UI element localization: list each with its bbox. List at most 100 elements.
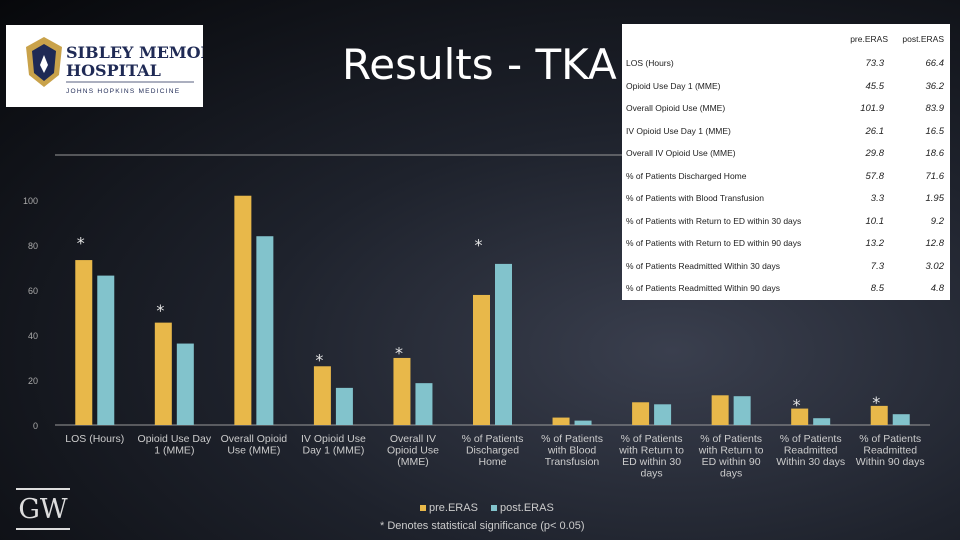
stats-row-post: 71.6	[925, 170, 945, 182]
x-tick-label: LOS (Hours)	[65, 433, 124, 445]
stats-row-label: IV Opioid Use Day 1 (MME)	[626, 125, 731, 136]
x-tick-label: % of Patients Readmitted Within 90 days	[856, 433, 925, 468]
stats-row-label: LOS (Hours)	[626, 58, 674, 68]
bar-post	[176, 343, 194, 425]
significance-star: *	[315, 350, 323, 369]
legend-item-pre: pre.ERAS	[420, 502, 478, 514]
x-tick-label: % of Patients with Return to ED within 30 d…	[618, 433, 684, 480]
stats-row: % of Patients with Blood Transfusion 3.3 1…	[622, 189, 950, 209]
stats-row-pre: 7.3	[870, 260, 884, 272]
bar-pre	[75, 260, 93, 425]
y-tick-label: 20	[28, 376, 38, 386]
legend-item-post: post.ERAS	[490, 502, 554, 514]
x-tick-label: % of Patients Readmitted Within 30 days	[776, 433, 845, 468]
significance-star: *	[475, 236, 483, 255]
bar-post	[97, 275, 115, 425]
bar-post	[813, 418, 831, 425]
bar-post	[892, 414, 910, 425]
stats-row-pre: 8.5	[870, 283, 884, 294]
stats-row-label: % of Patients with Blood Transfusion	[626, 193, 764, 203]
bar-pre	[791, 408, 809, 425]
stats-row-label: % of Patients with Return to ED within 3…	[626, 215, 802, 226]
y-tick-label: 100	[23, 196, 38, 206]
significance-note: * Denotes statistical significance (p< 0…	[380, 520, 585, 532]
bar-pre	[552, 417, 570, 425]
stats-row: % of Patients Discharged Home 57.8 71.6	[622, 167, 950, 187]
x-tick-label: % of Patients with Blood Transfusion	[541, 433, 603, 468]
x-tick-label: Overall Opioid Use (MME)	[221, 433, 288, 457]
y-tick-label: 60	[28, 286, 38, 296]
bar-pre	[313, 366, 331, 425]
stats-row-post: 16.5	[925, 125, 945, 137]
stats-table: pre.ERAS post.ERAS LOS (Hours) 73.3 66.4 Op…	[622, 24, 950, 300]
logo-line3: JOHNS HOPKINS MEDICINE	[66, 88, 180, 95]
stats-row-post: 12.8	[925, 238, 945, 249]
stats-row: % of Patients Readmitted Within 90 days 8…	[622, 279, 950, 299]
stats-row-label: Overall IV Opioid Use (MME)	[626, 148, 736, 158]
y-tick-label: 0	[33, 421, 38, 431]
stats-row-label: % of Patients Discharged Home	[626, 170, 747, 181]
bar-post	[733, 396, 751, 425]
stats-row-label: Opioid Use Day 1 (MME)	[626, 80, 721, 91]
slide-title: Results - TKA	[342, 40, 617, 89]
stats-row-post: 66.4	[925, 58, 945, 69]
stats-row-pre: 13.2	[865, 238, 885, 249]
stats-row-label: Overall Opioid Use (MME)	[626, 103, 726, 113]
bar-pre	[154, 322, 172, 425]
stats-row-label: % of Patients Readmitted Within 30 days	[626, 260, 781, 271]
stats-row: % of Patients with Return to ED within 3…	[622, 212, 950, 232]
stats-row-post: 3.02	[925, 260, 945, 272]
x-tick-label: Overall IV Opioid Use (MME)	[387, 433, 439, 468]
bar-post	[256, 236, 274, 425]
significance-star: *	[872, 393, 880, 412]
bar-post	[335, 387, 353, 425]
stats-row-pre: 73.3	[865, 58, 885, 69]
bar-pre	[711, 395, 729, 425]
stats-row-post: 4.8	[930, 283, 944, 294]
stats-row: % of Patients with Return to ED within 9…	[622, 234, 950, 254]
y-tick-label: 80	[28, 241, 38, 251]
bar-pre	[393, 357, 411, 425]
y-tick-label: 40	[28, 331, 38, 341]
significance-star: *	[793, 395, 801, 414]
bar-post	[574, 420, 592, 425]
stats-row-post: 9.2	[930, 215, 944, 227]
significance-star: *	[77, 233, 85, 252]
gw-logo: GW	[16, 488, 70, 532]
stats-row: Overall Opioid Use (MME) 101.9 83.9	[622, 99, 950, 119]
bar-pre	[632, 402, 650, 425]
logo-line1: SIBLEY MEMORIAL	[66, 43, 203, 62]
stats-row-pre: 10.1	[865, 215, 885, 227]
significance-star: *	[395, 344, 403, 363]
stats-row: Opioid Use Day 1 (MME) 45.5 36.2	[622, 77, 950, 97]
stats-row: Overall IV Opioid Use (MME) 29.8 18.6	[622, 144, 950, 164]
sibley-logo: SIBLEY MEMORIAL HOSPITAL JOHNS HOPKINS M…	[6, 25, 245, 107]
legend-label-pre: pre.ERAS	[429, 502, 478, 514]
stats-row-label: % of Patients with Return to ED within 9…	[626, 238, 802, 248]
shield-icon	[26, 37, 62, 87]
stats-row-post: 36.2	[925, 80, 945, 92]
x-tick-label: IV Opioid Use Day 1 (MME)	[301, 433, 366, 457]
significance-star: *	[156, 301, 164, 320]
stats-row-pre: 3.3	[870, 193, 884, 204]
stats-row-label: % of Patients Readmitted Within 90 days	[626, 283, 781, 293]
stats-row: IV Opioid Use Day 1 (MME) 26.1 16.5	[622, 122, 950, 142]
bar-pre	[473, 294, 490, 425]
bar-post	[654, 404, 672, 425]
bar-pre	[234, 195, 252, 425]
stats-header-pre: pre.ERAS	[850, 34, 888, 44]
chart-legend: pre.ERAS post.ERAS	[420, 502, 564, 514]
logo-line2: HOSPITAL	[66, 61, 161, 80]
bar-post	[495, 263, 512, 425]
stats-row: LOS (Hours) 73.3 66.4	[622, 54, 950, 74]
stats-row-post: 1.95	[925, 193, 945, 204]
bar-post	[415, 383, 433, 425]
stats-row: % of Patients Readmitted Within 30 days 7…	[622, 257, 950, 277]
stats-row-pre: 29.8	[865, 148, 885, 159]
x-tick-label: % of Patients with Return to ED within 90 d…	[698, 433, 764, 480]
stats-row-pre: 26.1	[865, 125, 885, 137]
stats-row-post: 83.9	[925, 103, 945, 114]
stats-header-post: post.ERAS	[902, 34, 944, 44]
legend-label-post: post.ERAS	[499, 502, 554, 514]
